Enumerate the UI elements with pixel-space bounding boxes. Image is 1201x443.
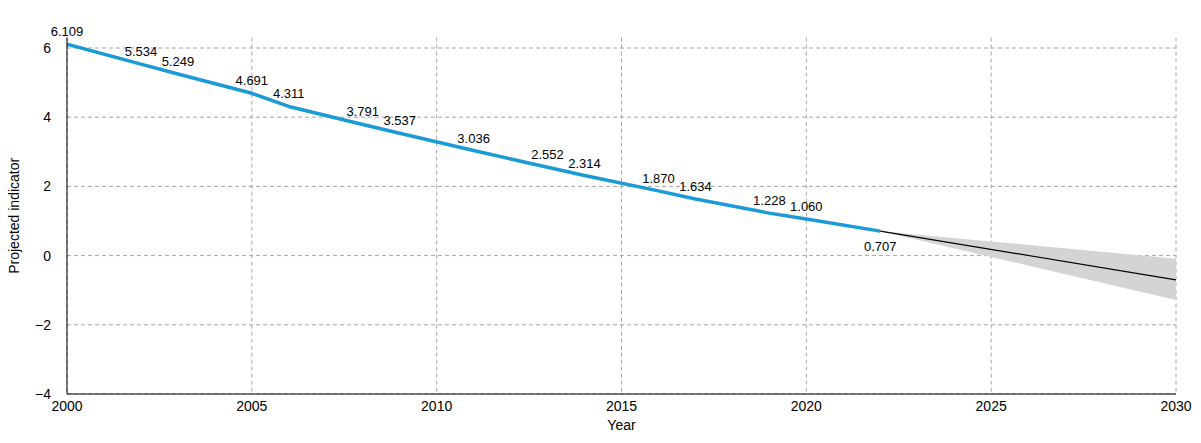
x-tick-label: 2000 <box>51 398 82 414</box>
data-label: 5.534 <box>125 44 158 59</box>
chart: −4 −2 0 2 4 6 2000 2005 2010 2015 2020 2025 2030 Year… <box>0 0 1201 443</box>
data-label: 0.707 <box>864 239 897 254</box>
x-grid-line <box>251 38 252 394</box>
data-label: 3.791 <box>346 104 379 119</box>
confidence-band <box>880 231 1176 300</box>
x-tick-label: 2030 <box>1160 398 1191 414</box>
series-line <box>67 44 880 231</box>
data-label: 4.691 <box>236 73 269 88</box>
y-tick-label: 4 <box>43 109 51 125</box>
data-label: 6.109 <box>51 24 84 39</box>
data-label: 2.314 <box>568 156 601 171</box>
series-line <box>880 231 1176 280</box>
y-tick-label: −2 <box>35 317 51 333</box>
data-label: 4.311 <box>273 86 305 101</box>
plot-area <box>67 44 1176 300</box>
y-tick-label: 0 <box>43 248 51 264</box>
x-axis-title: Year <box>607 417 636 433</box>
y-tick-label: 2 <box>43 178 51 194</box>
x-tick-label: 2015 <box>606 398 637 414</box>
data-label: 1.060 <box>790 199 823 214</box>
x-grid-line <box>991 38 992 394</box>
x-grid-line <box>436 38 437 394</box>
data-label: 3.537 <box>383 113 416 128</box>
y-axis-title: Projected indicator <box>6 157 22 273</box>
data-label: 1.870 <box>642 171 675 186</box>
data-label: 1.228 <box>753 193 786 208</box>
data-label: 3.036 <box>457 131 490 146</box>
x-axis-line <box>67 394 1176 395</box>
data-label: 5.249 <box>162 54 195 69</box>
x-tick-label: 2005 <box>236 398 267 414</box>
x-grid-line <box>67 38 68 394</box>
x-grid-line <box>1176 38 1177 394</box>
x-tick-label: 2010 <box>421 398 452 414</box>
x-tick-label: 2025 <box>976 398 1007 414</box>
y-axis-line <box>67 38 68 394</box>
x-grid-line <box>806 38 807 394</box>
x-grid-line <box>621 38 622 394</box>
y-tick-label: 6 <box>43 40 51 56</box>
data-label: 2.552 <box>531 147 564 162</box>
data-labels: 6.109 5.534 5.249 4.691 4.311 3.791 3.537 3.036… <box>51 24 897 254</box>
data-label: 1.634 <box>679 179 712 194</box>
x-tick-label: 2020 <box>791 398 822 414</box>
y-grid-line <box>67 394 1176 395</box>
y-tick-label: −4 <box>35 386 51 402</box>
